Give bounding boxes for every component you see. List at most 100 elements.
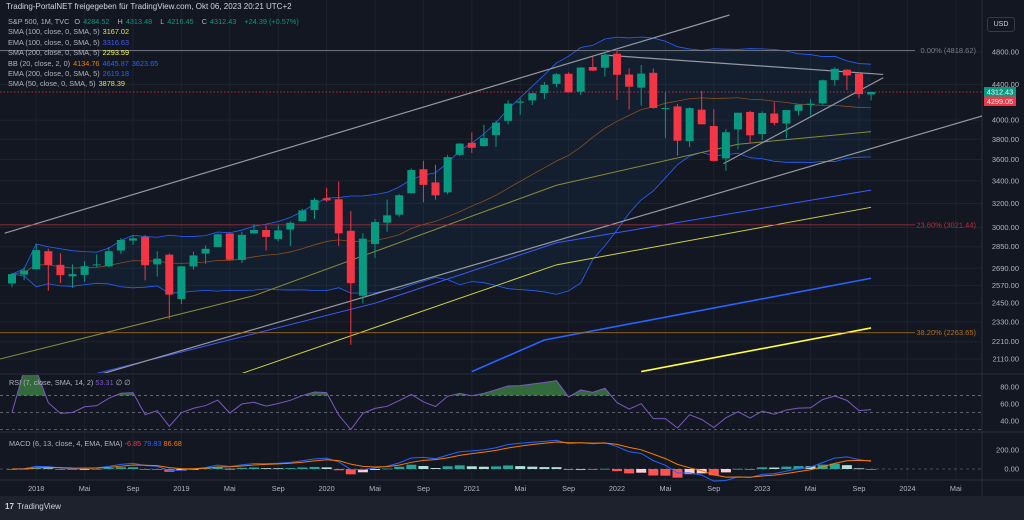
macd-histogram-bar bbox=[297, 467, 308, 469]
candle-body bbox=[467, 142, 476, 148]
candle bbox=[68, 264, 77, 288]
macd-histogram-bar bbox=[648, 469, 659, 476]
macd-histogram-bar bbox=[478, 466, 489, 469]
macd-histogram-bar bbox=[793, 466, 804, 469]
candle-body bbox=[20, 270, 29, 275]
candle bbox=[758, 111, 767, 140]
time-axis-label: Sep bbox=[853, 484, 866, 493]
indicator-legend-row[interactable]: SMA (200, close, 0, SMA, 5) 2293.59 bbox=[8, 48, 302, 58]
macd-histogram-bar bbox=[115, 467, 126, 469]
indicator-legend-row[interactable]: EMA (200, close, 0, SMA, 5) 2619.18 bbox=[8, 69, 302, 79]
tradingview-logo[interactable]: 17 TradingView bbox=[5, 502, 61, 511]
candle bbox=[540, 82, 549, 99]
candle bbox=[20, 267, 29, 281]
time-axis-label: Mai bbox=[369, 484, 381, 493]
candle-body bbox=[528, 93, 537, 101]
price-axis-label: 2330.00 bbox=[992, 317, 1019, 326]
macd-histogram-bar bbox=[128, 467, 138, 469]
candle-body bbox=[44, 251, 53, 265]
indicator-legend-row[interactable]: SMA (100, close, 0, SMA, 5) 3167.02 bbox=[8, 27, 302, 37]
candle-body bbox=[600, 54, 609, 68]
indicator-label: BB (20, close, 2, 0) bbox=[8, 58, 71, 68]
macd-histogram-bar bbox=[515, 466, 526, 469]
candle-body bbox=[697, 109, 706, 125]
candle-body bbox=[383, 215, 392, 223]
candle bbox=[419, 160, 428, 203]
currency-button[interactable]: USD bbox=[987, 17, 1015, 32]
macd-histogram-bar bbox=[79, 469, 90, 470]
candle-body bbox=[346, 230, 355, 284]
candle bbox=[649, 68, 658, 109]
candle bbox=[770, 102, 779, 126]
candle bbox=[661, 92, 670, 139]
candle bbox=[201, 245, 210, 264]
rsi-line bbox=[11, 375, 872, 431]
candle-body bbox=[709, 126, 718, 161]
candle-body bbox=[552, 74, 561, 84]
price-axis-label: 4400.00 bbox=[992, 80, 1019, 89]
indicator-legend-row[interactable]: EMA (100, close, 0, SMA, 5) 3316.63 bbox=[8, 38, 302, 48]
macd-histogram-bar bbox=[249, 467, 259, 469]
candle bbox=[842, 69, 851, 91]
high-label: H bbox=[117, 17, 123, 26]
candle bbox=[371, 219, 379, 258]
macd-histogram-bar bbox=[236, 467, 247, 469]
candle-body bbox=[80, 266, 89, 275]
candle-body bbox=[504, 103, 513, 121]
macd-histogram-bar bbox=[140, 469, 151, 470]
indicator-legend-row[interactable]: BB (20, close, 2, 0) 4134.76 4645.87 3623.6… bbox=[8, 59, 302, 69]
candle-body bbox=[758, 112, 767, 135]
macd-histogram-bar bbox=[720, 469, 731, 473]
candle bbox=[516, 98, 525, 115]
indicator-value: 3167.02 bbox=[102, 27, 130, 37]
candle-body bbox=[213, 234, 222, 247]
macd-signal-line bbox=[11, 441, 872, 478]
candle bbox=[322, 187, 331, 202]
candle-body bbox=[855, 73, 863, 95]
candle bbox=[237, 232, 246, 264]
macd-histogram-bar bbox=[430, 468, 441, 469]
candle-body bbox=[310, 199, 319, 211]
macd-histogram-bar bbox=[745, 469, 756, 470]
candle bbox=[165, 253, 174, 320]
rsi-legend[interactable]: RSI (7, close, SMA, 14, 2) 53.31 ∅ ∅ bbox=[9, 378, 130, 387]
candle bbox=[358, 233, 367, 304]
rsi-extra: ∅ ∅ bbox=[115, 378, 131, 387]
candle-body bbox=[286, 222, 295, 230]
macd-histogram-bar bbox=[503, 465, 514, 469]
candle-body bbox=[431, 182, 440, 196]
macd-histogram-bar bbox=[805, 466, 816, 469]
candle bbox=[697, 90, 706, 125]
price-axis-label: 2450.00 bbox=[992, 299, 1019, 308]
macd-legend[interactable]: MACD (6, 13, close, 4, EMA, EMA) -6.85 7… bbox=[9, 439, 182, 448]
candle-body bbox=[455, 143, 464, 155]
indicator-value: 4645.87 bbox=[102, 58, 129, 68]
candle bbox=[794, 104, 803, 116]
candle-body bbox=[661, 107, 670, 109]
macd-histogram-bar bbox=[7, 469, 17, 470]
candle bbox=[855, 72, 863, 99]
symbol-legend[interactable]: S&P 500, 1M, TVC O 4284.52 H 4313.48 L 4216… bbox=[8, 17, 302, 27]
candle bbox=[576, 67, 585, 95]
candle-body bbox=[358, 238, 367, 296]
main-legend: S&P 500, 1M, TVC O 4284.52 H 4313.48 L 4216… bbox=[8, 17, 302, 90]
change-value: +24.39 (+0.57%) bbox=[244, 17, 299, 26]
candle-body bbox=[649, 72, 658, 108]
candle bbox=[116, 238, 125, 254]
chart-canvas[interactable]: 0.00% (4818.62) 23.60% (3021.44) 38.20% (2… bbox=[0, 0, 1024, 496]
macd-histogram-bar bbox=[612, 469, 622, 472]
macd-histogram-bar bbox=[261, 468, 272, 469]
indicator-label: EMA (200, close, 0, SMA, 5) bbox=[8, 69, 100, 79]
candle-body bbox=[225, 233, 234, 260]
candle bbox=[721, 128, 730, 171]
price-tag-label: 4312.43 bbox=[987, 88, 1013, 97]
time-axis-label: Sep bbox=[562, 484, 575, 493]
candle-body bbox=[201, 248, 210, 254]
time-axis-label: 2020 bbox=[318, 484, 334, 493]
rsi-value: 53.31 bbox=[95, 378, 114, 387]
candle bbox=[177, 265, 186, 305]
channel-upper-line bbox=[4, 14, 730, 234]
indicator-legend-row[interactable]: SMA (50, close, 0, SMA, 5) 3878.39 bbox=[8, 79, 302, 89]
candle-body bbox=[419, 169, 428, 185]
candle-body bbox=[564, 73, 573, 93]
